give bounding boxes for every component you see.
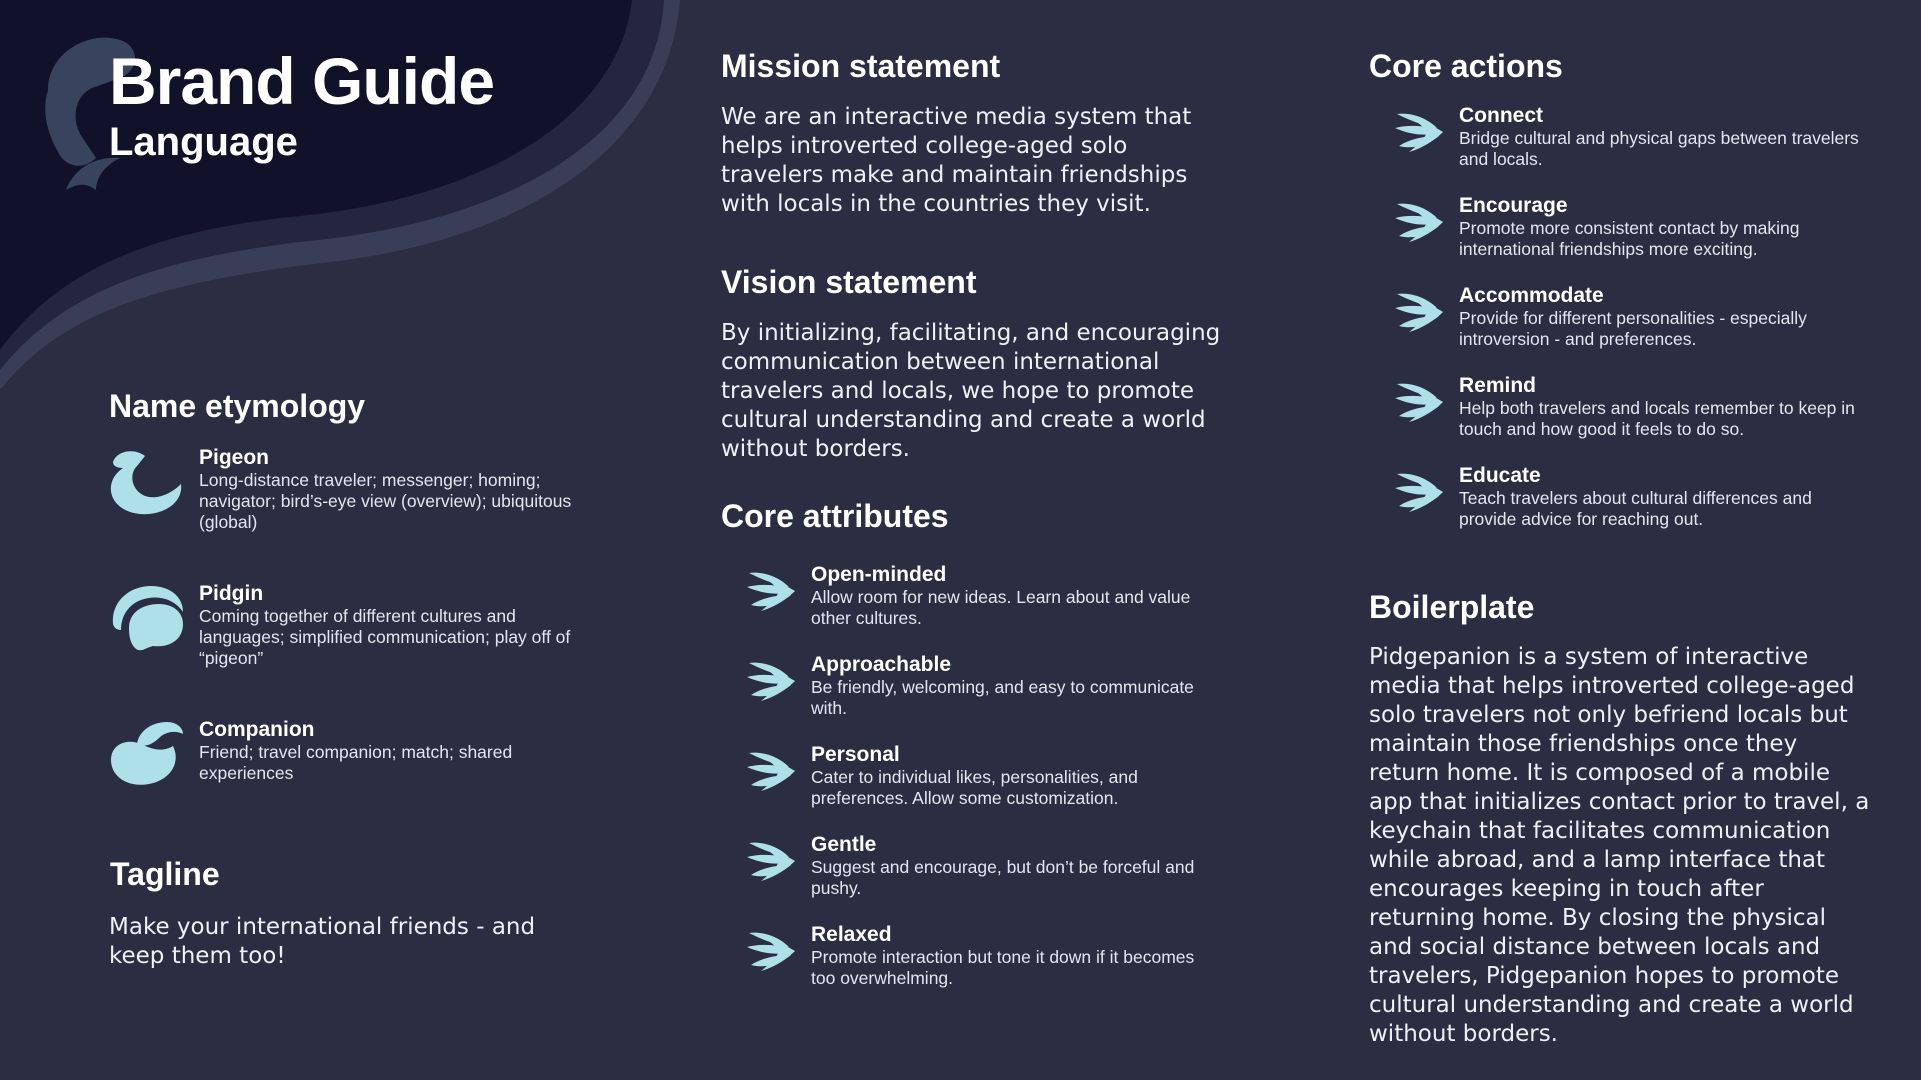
etymology-heading: Name etymology [109, 388, 366, 424]
attribute-item: Open-minded Allow room for new ideas. Le… [747, 563, 1207, 643]
action-desc: Promote more consistent contact by makin… [1459, 218, 1800, 259]
action-desc: Provide for different personalities - es… [1459, 308, 1807, 349]
etymology-desc: Friend; travel companion; match; shared … [199, 742, 513, 783]
companion-icon [111, 722, 183, 785]
action-desc: Bridge cultural and physical gaps betwee… [1459, 128, 1859, 169]
action-item: Connect Bridge cultural and physical gap… [1395, 104, 1859, 184]
wing-icon [747, 572, 795, 611]
etymology-item-pigeon: Pigeon Long-distance traveler; messenger… [109, 446, 579, 556]
mission-text: We are an interactive media system that … [721, 104, 1192, 217]
action-title: Educate [1459, 464, 1541, 487]
action-title: Encourage [1459, 194, 1568, 217]
wing-icon [747, 662, 795, 701]
action-title: Remind [1459, 374, 1537, 397]
action-item: Encourage Promote more consistent contac… [1395, 194, 1855, 274]
attribute-desc: Promote interaction but tone it down if … [811, 947, 1195, 988]
attribute-item: Relaxed Promote interaction but tone it … [747, 923, 1207, 1003]
etymology-title: Companion [199, 718, 315, 741]
etymology-desc: Coming together of different cultures an… [199, 606, 571, 668]
action-item: Accommodate Provide for different person… [1395, 284, 1855, 364]
vision-heading: Vision statement [721, 264, 977, 300]
wing-icon [1395, 473, 1443, 512]
hero-background [0, 0, 680, 390]
page-subtitle: Language [109, 120, 298, 164]
attribute-title: Personal [811, 743, 900, 766]
brand-title-block: Brand Guide Language [109, 44, 495, 166]
tagline-text: Make your international friends - and ke… [109, 914, 536, 969]
action-item: Remind Help both travelers and locals re… [1395, 374, 1855, 454]
attribute-desc: Suggest and encourage, but don’t be forc… [811, 857, 1195, 898]
etymology-title: Pigeon [199, 446, 270, 469]
actions-heading: Core actions [1369, 48, 1563, 84]
wing-icon [1395, 203, 1443, 242]
action-item: Educate Teach travelers about cultural d… [1395, 464, 1855, 544]
etymology-desc: Long-distance traveler; messenger; homin… [199, 470, 572, 532]
pidgin-icon [112, 586, 183, 651]
vision-text: By initializing, facilitating, and encou… [721, 320, 1221, 462]
attribute-title: Approachable [811, 653, 952, 676]
attribute-item: Gentle Suggest and encourage, but don’t … [747, 833, 1207, 913]
tagline-heading: Tagline [110, 856, 220, 892]
attribute-title: Gentle [811, 833, 877, 856]
attribute-item: Personal Cater to individual likes, pers… [747, 743, 1207, 823]
action-desc: Teach travelers about cultural differenc… [1459, 488, 1812, 529]
attribute-desc: Cater to individual likes, personalities… [811, 767, 1138, 808]
etymology-item-companion: Companion Friend; travel companion; matc… [109, 718, 579, 828]
attribute-desc: Allow room for new ideas. Learn about an… [811, 587, 1191, 628]
attribute-title: Open-minded [811, 563, 947, 586]
attributes-heading: Core attributes [721, 498, 949, 534]
logo-watermark-icon [45, 37, 136, 190]
wing-icon [747, 752, 795, 791]
attribute-desc: Be friendly, welcoming, and easy to comm… [811, 677, 1194, 718]
action-title: Connect [1459, 104, 1543, 127]
boilerplate-heading: Boilerplate [1369, 589, 1535, 625]
mission-heading: Mission statement [721, 48, 1001, 84]
wing-icon [747, 842, 795, 881]
wing-icon [1395, 113, 1443, 152]
pigeon-icon [110, 451, 182, 515]
attribute-item: Approachable Be friendly, welcoming, and… [747, 653, 1207, 733]
wing-icon [1395, 383, 1443, 422]
page-title: Brand Guide [109, 44, 495, 118]
action-desc: Help both travelers and locals remember … [1459, 398, 1855, 439]
attribute-title: Relaxed [811, 923, 892, 946]
wing-icon [1395, 293, 1443, 332]
boilerplate-text: Pidgepanion is a system of interactive m… [1369, 644, 1870, 1047]
wing-icon [747, 932, 795, 971]
etymology-item-pidgin: Pidgin Coming together of different cult… [109, 582, 579, 692]
action-title: Accommodate [1459, 284, 1604, 307]
etymology-title: Pidgin [199, 582, 264, 605]
